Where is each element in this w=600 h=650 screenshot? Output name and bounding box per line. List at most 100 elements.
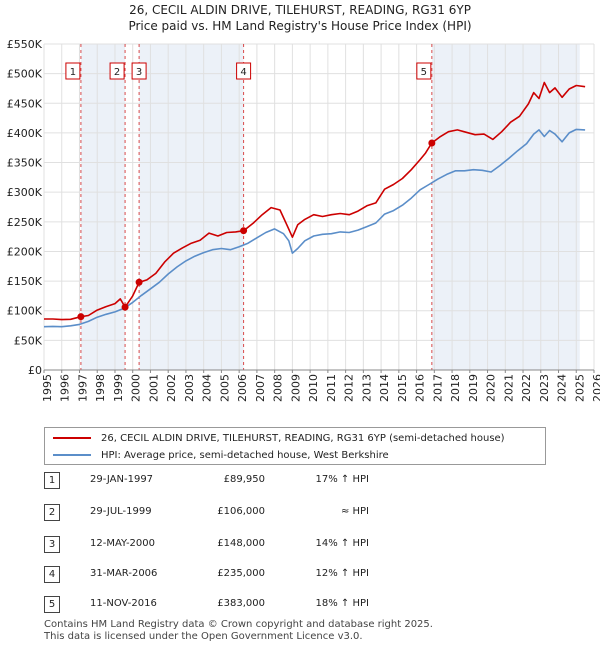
sale-label-box (416, 62, 432, 80)
table-row: 2 29-JUL-1999 £106,000 ≈ HPI (0, 502, 600, 524)
sale-point (135, 278, 143, 286)
sale-date: 31-MAR-2006 (90, 568, 158, 579)
sale-hpi-comparison: 12% ↑ HPI (315, 568, 369, 579)
x-tick-label: 2013 (360, 374, 373, 402)
property-series-line (44, 81, 586, 321)
sale-price: £106,000 (217, 506, 265, 517)
table-row: 5 11-NOV-2016 £383,000 18% ↑ HPI (0, 594, 600, 616)
sale-label-text: 2 (114, 67, 120, 78)
x-tick-label: 1996 (59, 374, 72, 402)
sale-date: 12-MAY-2000 (90, 538, 156, 549)
y-tick-label: £200K (7, 245, 43, 258)
x-tick-label: 1999 (112, 374, 125, 402)
sale-point (77, 313, 85, 321)
x-tick-label: 2025 (573, 374, 586, 402)
sale-hpi-comparison: ≈ HPI (340, 506, 369, 517)
table-row: 4 31-MAR-2006 £235,000 12% ↑ HPI (0, 564, 600, 586)
x-tick-label: 1995 (41, 374, 54, 402)
x-tick-label: 2007 (254, 374, 267, 402)
x-tick-label: 2022 (520, 374, 533, 402)
footer-licence: This data is licensed under the Open Gov… (44, 631, 363, 642)
sale-price: £383,000 (217, 598, 265, 609)
x-tick-label: 2020 (485, 374, 498, 402)
hpi-series-line (43, 128, 586, 328)
x-tick-label: 2026 (591, 374, 600, 402)
x-tick-label: 2024 (556, 374, 569, 402)
sale-point (121, 303, 129, 311)
sale-number-box: 2 (44, 504, 60, 521)
x-tick-label: 2002 (165, 374, 178, 402)
sale-number-box: 1 (44, 472, 60, 489)
x-tick-label: 1998 (94, 374, 107, 402)
legend: 26, CECIL ALDIN DRIVE, TILEHURST, READIN… (44, 427, 546, 465)
x-tick-label: 2006 (236, 374, 249, 402)
table-row: 3 12-MAY-2000 £148,000 14% ↑ HPI (0, 534, 600, 556)
sale-date: 11-NOV-2016 (90, 598, 157, 609)
sale-date: 29-JAN-1997 (90, 474, 154, 485)
sale-date: 29-JUL-1999 (90, 506, 152, 517)
footer-copyright: Contains HM Land Registry data © Crown c… (44, 619, 433, 630)
x-tick-label: 2005 (218, 374, 231, 402)
table-row: 1 29-JAN-1997 £89,950 17% ↑ HPI (0, 470, 600, 492)
x-tick-label: 2015 (396, 374, 409, 402)
sale-label-box (236, 62, 252, 80)
sale-price: £148,000 (217, 538, 265, 549)
x-tick-label: 2018 (449, 374, 462, 402)
y-tick-label: £0 (28, 364, 42, 377)
y-tick-label: £500K (7, 68, 43, 81)
y-tick-label: £300K (7, 186, 43, 199)
y-tick-label: £400K (7, 127, 43, 140)
axes: £0 £50K £100K £150K £200K £250K £300K £350K £400… (7, 38, 600, 402)
x-tick-label: 2017 (431, 374, 444, 402)
chart-title-subtitle: Price paid vs. HM Land Registry's House … (128, 19, 472, 33)
legend-hpi-label: HPI: Average price, semi-detached house,… (101, 449, 389, 461)
x-tick-label: 2016 (414, 374, 427, 402)
x-tick-label: 2021 (502, 374, 515, 402)
shaded-band (431, 44, 580, 370)
sale-marker-lines (80, 44, 433, 370)
sale-points (77, 139, 436, 321)
x-tick-label: 2003 (183, 374, 196, 402)
x-tick-label: 2001 (147, 374, 160, 402)
y-tick-label: £100K (7, 305, 43, 318)
x-tick-label: 2012 (343, 374, 356, 402)
sale-labels: 1 2 3 4 5 (65, 62, 432, 80)
sale-label-box (65, 62, 81, 80)
legend-item-hpi: HPI: Average price, semi-detached house,… (45, 446, 389, 464)
sale-label-text: 1 (70, 67, 76, 78)
sale-label-text: 5 (421, 67, 427, 78)
legend-item-property: 26, CECIL ALDIN DRIVE, TILEHURST, READIN… (45, 429, 505, 447)
sale-period-shading (80, 44, 580, 370)
x-tick-label: 2008 (272, 374, 285, 402)
x-tick-label: 2009 (289, 374, 302, 402)
legend-property-label: 26, CECIL ALDIN DRIVE, TILEHURST, READIN… (101, 432, 505, 444)
sale-number-box: 3 (44, 536, 60, 553)
sale-label-text: 4 (240, 67, 246, 78)
sale-price: £89,950 (223, 474, 265, 485)
x-tick-label: 2019 (467, 374, 480, 402)
y-tick-label: £450K (7, 97, 43, 110)
y-tick-label: £350K (7, 157, 43, 170)
y-tick-label: £150K (7, 275, 43, 288)
y-tick-label: £550K (7, 38, 43, 51)
legend-hpi-line (53, 454, 91, 456)
sale-number-box: 4 (44, 566, 60, 583)
grid (43, 43, 595, 371)
sale-hpi-comparison: 18% ↑ HPI (315, 598, 369, 609)
x-tick-label: 2014 (378, 374, 391, 402)
x-tick-label: 2023 (538, 374, 551, 402)
sale-number-box: 5 (44, 596, 60, 613)
sale-hpi-comparison: 14% ↑ HPI (315, 538, 369, 549)
series-lines (43, 81, 586, 328)
legend-property-line (53, 437, 91, 439)
chart-title-address: 26, CECIL ALDIN DRIVE, TILEHURST, READIN… (129, 3, 471, 17)
x-tick-label: 2010 (307, 374, 320, 402)
y-tick-label: £50K (14, 334, 43, 347)
shaded-band (139, 44, 244, 370)
sale-label-box (109, 62, 125, 80)
sale-hpi-comparison: 17% ↑ HPI (315, 474, 369, 485)
y-tick-label: £250K (7, 216, 43, 229)
x-tick-label: 1997 (76, 374, 89, 402)
sale-label-box (131, 62, 147, 80)
x-tick-label: 2011 (325, 374, 338, 402)
